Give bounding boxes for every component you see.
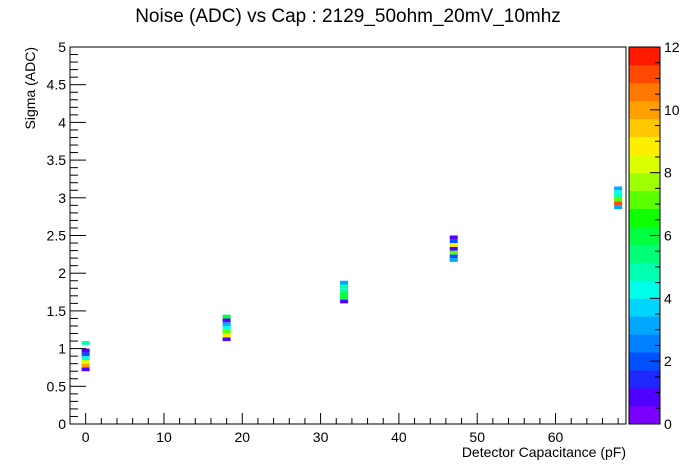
z-tick-label: 0: [664, 416, 672, 432]
x-tick-label: 20: [234, 429, 250, 445]
x-axis-title: Detector Capacitance (pF): [462, 444, 626, 460]
heatmap-cell: [222, 337, 231, 342]
palette-band: [629, 136, 660, 156]
heatmap-cells: [81, 186, 623, 372]
heatmap-cell: [340, 280, 349, 285]
palette-band: [629, 64, 660, 84]
x-tick-label: 40: [391, 429, 407, 445]
heatmap-cell: [449, 250, 458, 255]
heatmap-cell: [449, 246, 458, 251]
z-tick-label: 6: [664, 228, 672, 244]
x-tick-label: 60: [548, 429, 564, 445]
x-axis: 0 10 20 30 40 50 60: [69, 413, 619, 445]
y-tick-label: 4: [58, 114, 66, 130]
heatmap-cell: [81, 341, 90, 345]
x-tick-label: 50: [469, 429, 485, 445]
heatmap-cell: [340, 295, 349, 300]
y-tick-label: 0.5: [47, 378, 67, 394]
heatmap-cell: [449, 243, 458, 247]
palette-band: [629, 280, 660, 299]
z-tick-label: 12: [664, 39, 680, 55]
heatmap-cell: [81, 363, 90, 368]
color-palette: 0 2 4 6 8 10 12: [628, 39, 680, 432]
heatmap-cell: [449, 235, 458, 240]
heatmap-cell: [81, 352, 90, 357]
palette-band: [629, 190, 660, 209]
palette-band: [629, 226, 660, 245]
palette-band: [629, 47, 660, 66]
y-tick-label: 1: [58, 341, 66, 357]
heatmap-cell: [81, 367, 90, 372]
palette-band: [629, 154, 660, 173]
heatmap-cell: [449, 239, 458, 244]
y-tick-label: 3.5: [47, 152, 67, 168]
heatmap-cell: [81, 348, 90, 353]
palette-band: [629, 334, 660, 353]
palette-band: [629, 316, 660, 335]
palette-band: [629, 370, 660, 389]
y-tick-label: 5: [58, 39, 66, 55]
heatmap-cell: [222, 325, 231, 330]
heatmap-cell: [81, 359, 90, 364]
heatmap-cell: [614, 190, 623, 195]
x-tick-label: 30: [313, 429, 329, 445]
heatmap-cell: [340, 288, 349, 293]
heatmap-cell: [222, 322, 231, 326]
palette-band: [629, 82, 660, 102]
palette-band: [629, 298, 660, 317]
heatmap-cell: [340, 299, 349, 304]
z-tick-label: 2: [664, 353, 672, 369]
heatmap-cell: [340, 284, 349, 289]
heatmap-cell: [81, 356, 90, 360]
y-tick-label: 4.5: [47, 77, 67, 93]
heatmap-cell: [614, 205, 623, 210]
heatmap-cell: [614, 194, 623, 198]
y-tick-label: 2.5: [47, 228, 67, 244]
heatmap-cell: [449, 254, 458, 259]
y-axis: 0 0.5 1 1.5 2 2.5 3 3.5 4 4.5 5: [47, 39, 86, 432]
y-tick-label: 2: [58, 265, 66, 281]
y-tick-label: 1.5: [47, 303, 67, 319]
x-tick-label: 10: [156, 429, 172, 445]
palette-band: [629, 172, 660, 191]
palette-band: [629, 100, 660, 120]
z-tick-label: 4: [664, 290, 672, 306]
chart-title: Noise (ADC) vs Cap : 2129_50ohm_20mV_10m…: [135, 6, 561, 27]
heatmap-cell: [614, 201, 623, 206]
z-tick-label: 8: [664, 165, 672, 181]
heatmap-cell: [614, 197, 623, 202]
palette-band: [629, 406, 660, 425]
heatmap-cell: [222, 318, 231, 323]
heatmap-cell: [449, 258, 458, 262]
y-tick-label: 3: [58, 190, 66, 206]
palette-band: [629, 352, 660, 371]
palette-band: [629, 262, 660, 281]
y-tick-label: 0: [58, 416, 66, 432]
palette-band: [629, 118, 660, 138]
z-tick-label: 10: [664, 102, 680, 118]
palette-band: [629, 388, 660, 407]
y-axis-title: Sigma (ADC): [22, 47, 38, 129]
heatmap-cell: [222, 329, 231, 334]
x-tick-label: 0: [82, 429, 90, 445]
plot-border: [69, 46, 627, 425]
heatmap-cell: [222, 314, 231, 319]
palette-band: [629, 208, 660, 227]
heatmap-cell: [222, 333, 231, 338]
plot-frame: [69, 46, 627, 425]
palette-band: [629, 244, 660, 263]
heatmap-cell: [340, 292, 349, 296]
heatmap-cell: [614, 186, 623, 191]
